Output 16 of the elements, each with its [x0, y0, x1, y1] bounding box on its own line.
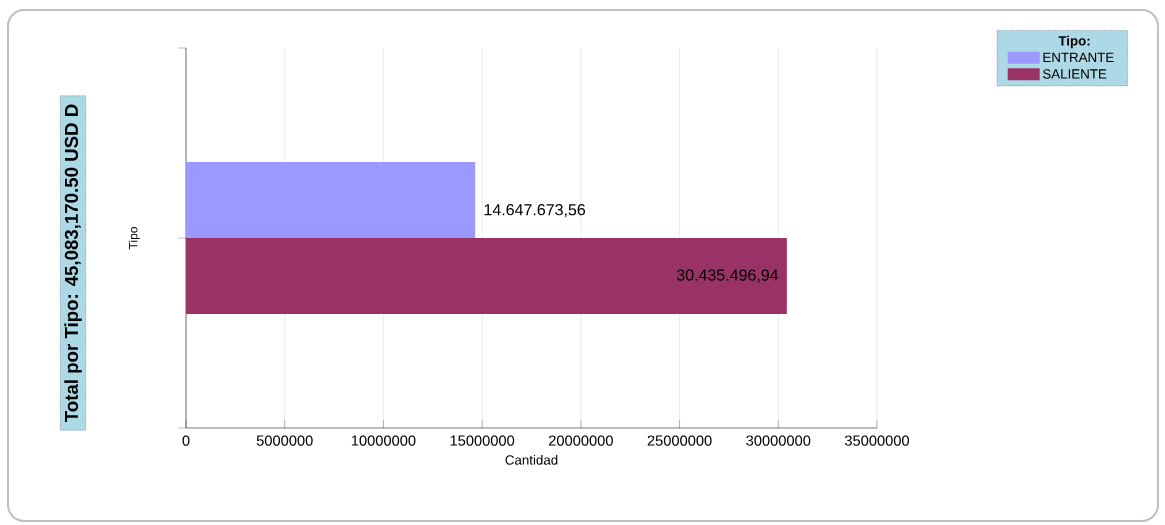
x-tick-label: 30000000 [746, 435, 811, 446]
x-tick-label: 35000000 [844, 435, 910, 446]
data-label: 14.647.673,56 [484, 204, 586, 218]
data-label: 30.435.496,94 [676, 269, 779, 283]
legend-title: Tipo: [1058, 35, 1090, 49]
x-axis-title: Cantidad [505, 454, 558, 465]
y-axis-title: Tipo [128, 227, 140, 250]
x-tick-label: 5000000 [256, 435, 313, 446]
legend-label: SALIENTE [1042, 69, 1107, 79]
x-tick-label: 10000000 [351, 435, 416, 446]
x-tick-label: 0 [182, 435, 190, 446]
text: Total por Tipo: 45,083,170.50 USD D [64, 104, 82, 423]
x-tick-label: 15000000 [450, 435, 515, 446]
legend-label: ENTRANTE [1043, 52, 1114, 62]
x-tick-label: 20000000 [548, 435, 613, 446]
x-tick-label: 25000000 [647, 435, 712, 446]
